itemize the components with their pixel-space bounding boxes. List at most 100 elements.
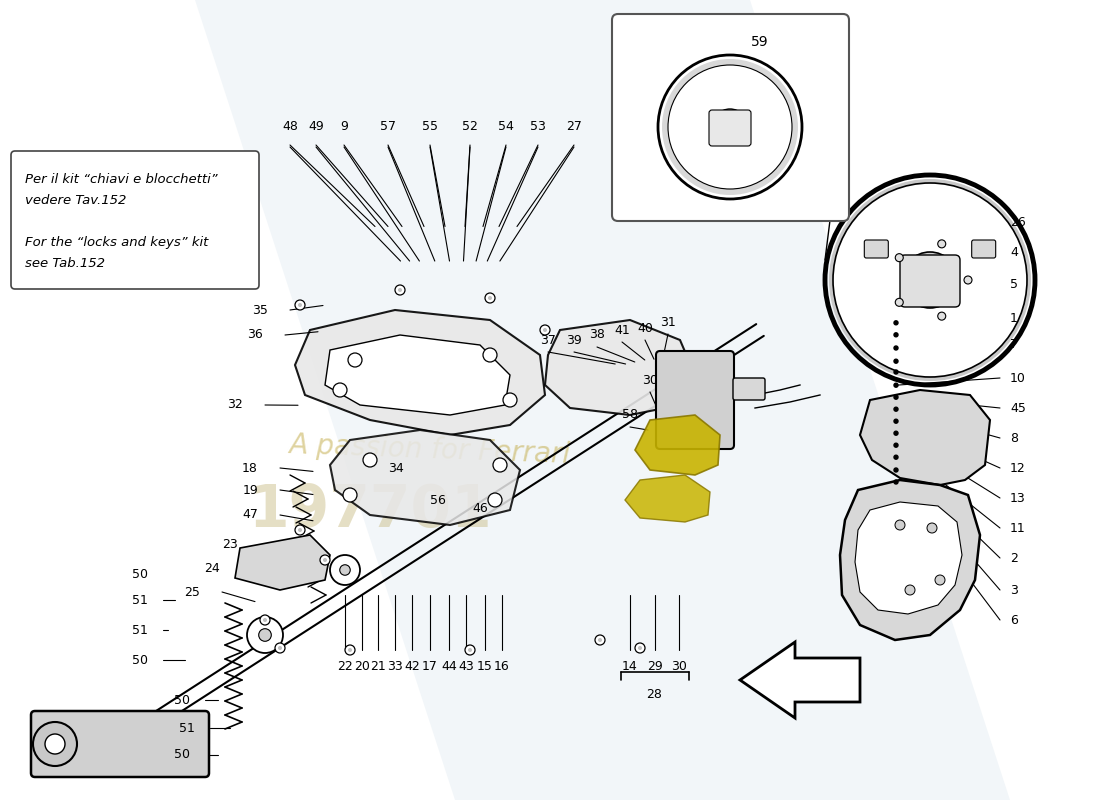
Text: 44: 44 bbox=[441, 660, 456, 673]
Circle shape bbox=[894, 480, 898, 484]
Circle shape bbox=[894, 395, 898, 399]
Text: 7: 7 bbox=[1010, 338, 1018, 351]
Circle shape bbox=[398, 288, 402, 292]
Text: 58: 58 bbox=[621, 409, 638, 422]
Circle shape bbox=[295, 300, 305, 310]
Text: 27: 27 bbox=[566, 120, 582, 133]
Text: 10: 10 bbox=[1010, 371, 1026, 385]
Circle shape bbox=[595, 635, 605, 645]
Text: 18: 18 bbox=[242, 462, 258, 474]
Circle shape bbox=[333, 383, 346, 397]
Circle shape bbox=[348, 648, 352, 652]
FancyBboxPatch shape bbox=[971, 240, 996, 258]
Text: 11: 11 bbox=[1010, 522, 1025, 534]
Polygon shape bbox=[740, 642, 860, 718]
Text: 13: 13 bbox=[1010, 491, 1025, 505]
Text: 2: 2 bbox=[1010, 551, 1018, 565]
Text: 54: 54 bbox=[498, 120, 514, 133]
Text: 48: 48 bbox=[282, 120, 298, 133]
Text: 8: 8 bbox=[1010, 431, 1018, 445]
Text: 29: 29 bbox=[647, 660, 663, 673]
Text: 51: 51 bbox=[179, 722, 195, 734]
Circle shape bbox=[668, 65, 792, 189]
Text: 45: 45 bbox=[1010, 402, 1026, 414]
FancyBboxPatch shape bbox=[612, 14, 849, 221]
Text: 17: 17 bbox=[422, 660, 438, 673]
Circle shape bbox=[493, 458, 507, 472]
Text: 46: 46 bbox=[472, 502, 488, 514]
Polygon shape bbox=[324, 335, 510, 415]
Circle shape bbox=[895, 298, 903, 306]
Text: 50: 50 bbox=[132, 567, 148, 581]
Circle shape bbox=[263, 618, 267, 622]
Circle shape bbox=[395, 285, 405, 295]
Circle shape bbox=[720, 117, 740, 137]
Circle shape bbox=[298, 528, 302, 532]
Text: 30: 30 bbox=[671, 660, 686, 673]
Circle shape bbox=[320, 555, 330, 565]
Circle shape bbox=[894, 431, 898, 435]
Text: 57: 57 bbox=[379, 120, 396, 133]
Circle shape bbox=[348, 353, 362, 367]
Circle shape bbox=[894, 468, 898, 472]
Circle shape bbox=[905, 585, 915, 595]
Text: 47: 47 bbox=[242, 509, 258, 522]
Text: 5: 5 bbox=[1010, 278, 1018, 291]
Text: 3: 3 bbox=[1010, 583, 1018, 597]
Text: 50: 50 bbox=[132, 654, 148, 666]
Text: 38: 38 bbox=[590, 329, 605, 342]
Circle shape bbox=[485, 293, 495, 303]
Text: 35: 35 bbox=[252, 303, 268, 317]
Text: 50: 50 bbox=[174, 694, 190, 706]
Text: 16: 16 bbox=[494, 660, 510, 673]
Circle shape bbox=[894, 321, 898, 325]
Text: 22: 22 bbox=[337, 660, 353, 673]
Text: 31: 31 bbox=[660, 315, 675, 329]
Circle shape bbox=[895, 520, 905, 530]
Circle shape bbox=[503, 393, 517, 407]
Circle shape bbox=[340, 565, 350, 575]
Circle shape bbox=[894, 333, 898, 337]
Circle shape bbox=[258, 629, 272, 642]
Text: 12: 12 bbox=[1010, 462, 1025, 474]
Circle shape bbox=[895, 254, 903, 262]
Polygon shape bbox=[544, 320, 695, 415]
Text: 23: 23 bbox=[222, 538, 238, 551]
Text: 20: 20 bbox=[354, 660, 370, 673]
Text: 19: 19 bbox=[242, 483, 258, 497]
Circle shape bbox=[894, 443, 898, 447]
Text: A passion for Ferrari: A passion for Ferrari bbox=[288, 431, 571, 469]
Circle shape bbox=[248, 617, 283, 653]
Circle shape bbox=[635, 643, 645, 653]
Text: 28: 28 bbox=[646, 688, 662, 701]
Text: 32: 32 bbox=[228, 398, 243, 411]
Text: 55: 55 bbox=[422, 120, 438, 133]
Circle shape bbox=[662, 59, 798, 195]
Text: 51: 51 bbox=[132, 594, 148, 606]
Circle shape bbox=[894, 455, 898, 459]
Circle shape bbox=[543, 328, 547, 332]
Text: 24: 24 bbox=[205, 562, 220, 574]
Circle shape bbox=[468, 648, 472, 652]
Circle shape bbox=[712, 109, 748, 145]
Circle shape bbox=[488, 493, 502, 507]
Text: 42: 42 bbox=[404, 660, 420, 673]
Text: 197701: 197701 bbox=[249, 482, 492, 538]
Circle shape bbox=[937, 312, 946, 320]
Circle shape bbox=[540, 325, 550, 335]
Circle shape bbox=[483, 348, 497, 362]
Circle shape bbox=[330, 555, 360, 585]
Circle shape bbox=[833, 183, 1027, 377]
Circle shape bbox=[295, 525, 305, 535]
Circle shape bbox=[465, 645, 475, 655]
Text: 4: 4 bbox=[1010, 246, 1018, 258]
Text: 21: 21 bbox=[370, 660, 386, 673]
Circle shape bbox=[278, 646, 282, 650]
Text: 43: 43 bbox=[458, 660, 474, 673]
FancyBboxPatch shape bbox=[31, 711, 209, 777]
Circle shape bbox=[902, 252, 958, 308]
Text: 15: 15 bbox=[477, 660, 493, 673]
Circle shape bbox=[894, 419, 898, 423]
Circle shape bbox=[33, 722, 77, 766]
FancyBboxPatch shape bbox=[11, 151, 258, 289]
